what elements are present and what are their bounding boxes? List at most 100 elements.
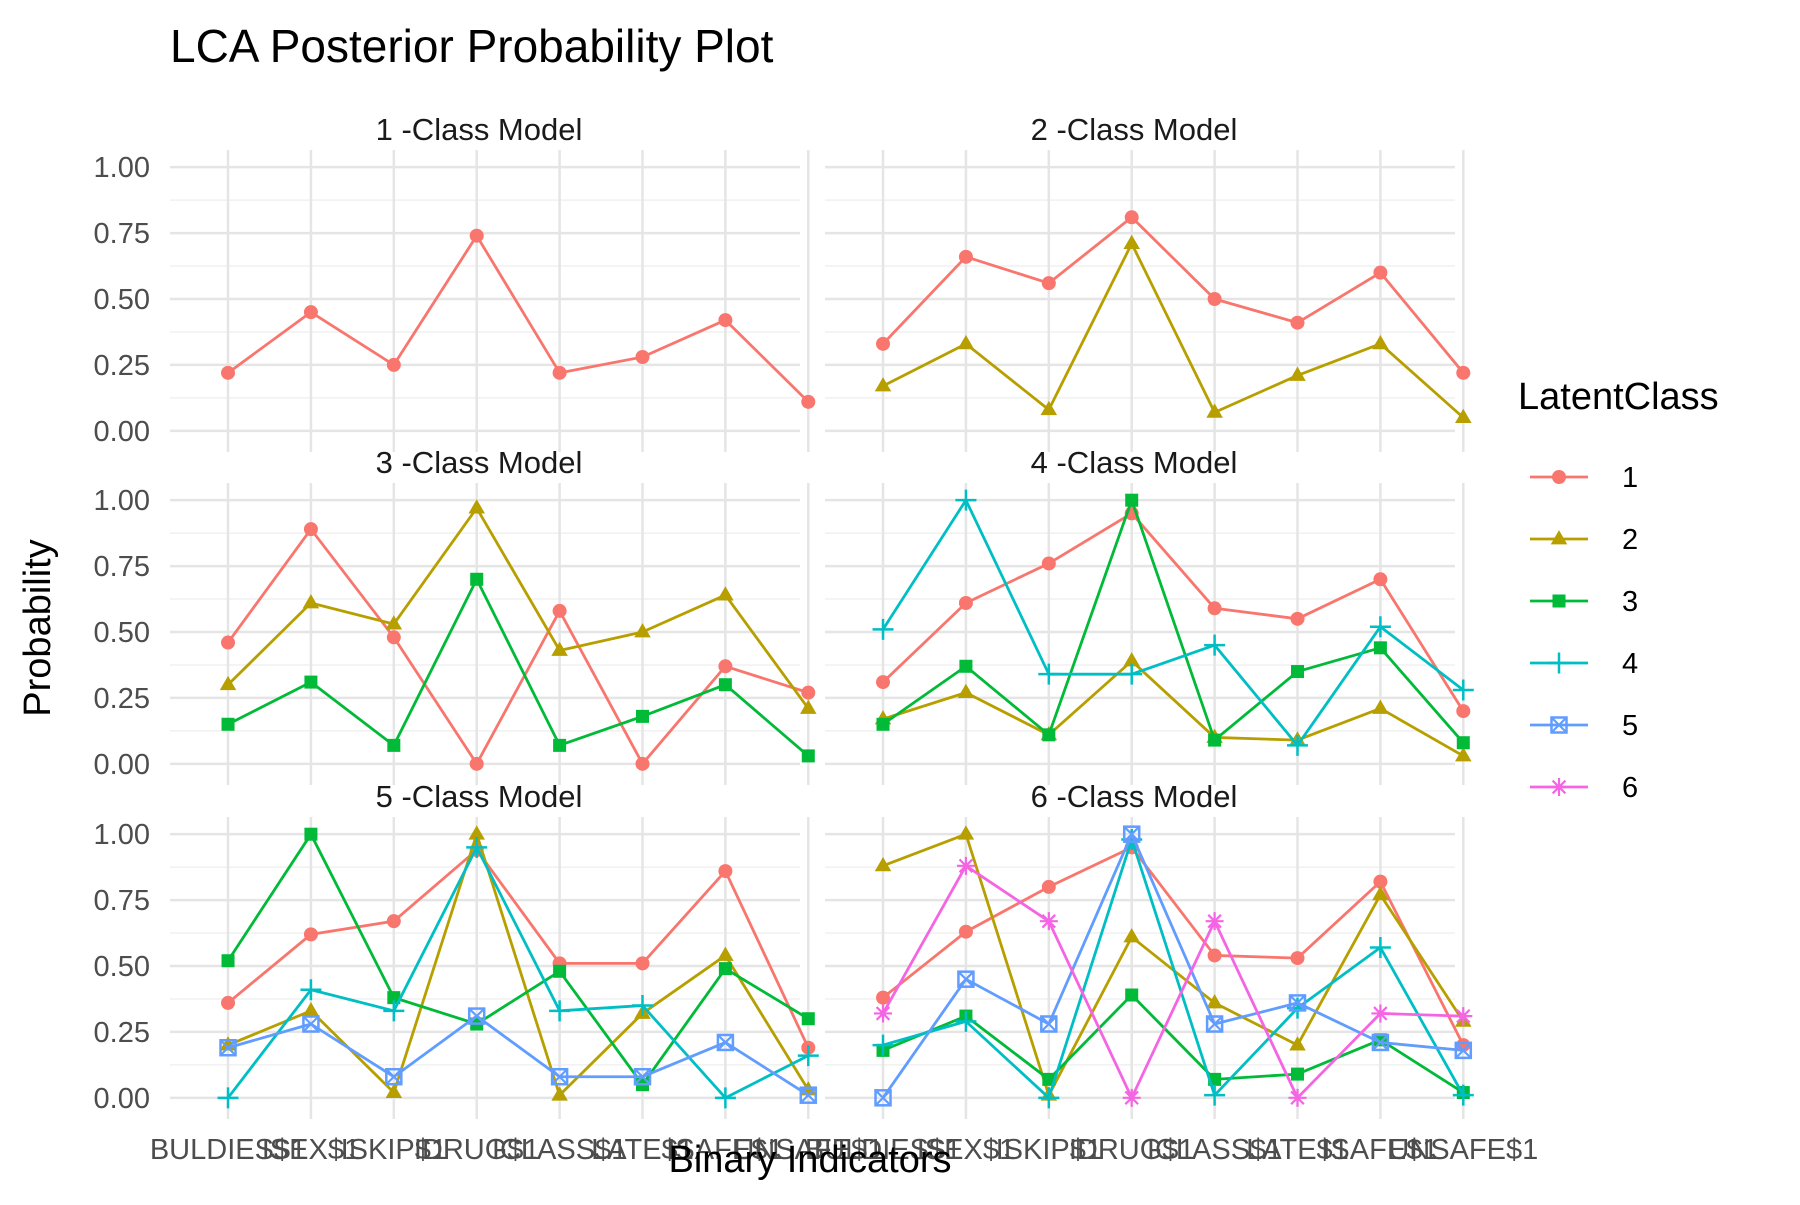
data-point	[1123, 928, 1140, 943]
data-point	[1042, 1072, 1056, 1086]
x-tick-label: LATE$1	[591, 1134, 694, 1166]
x-tick-label: IDRUG$1	[414, 1134, 540, 1166]
legend: LatentClass 1 2 3 4 5 6	[1518, 376, 1719, 804]
x-tick-label: UNSAFE$1	[1388, 1134, 1538, 1166]
data-point	[1207, 601, 1222, 616]
legend-entry-2: 2	[1530, 524, 1638, 556]
data-point	[1456, 736, 1470, 750]
data-point	[874, 1004, 893, 1023]
data-point	[1369, 616, 1391, 638]
data-point	[1125, 493, 1139, 507]
data-point	[801, 749, 815, 763]
data-point	[717, 586, 734, 601]
data-point	[1372, 885, 1389, 901]
series-class-3	[221, 572, 815, 763]
data-point	[958, 924, 973, 939]
legend-entry-1: 1	[1530, 462, 1638, 494]
data-point	[716, 1033, 735, 1052]
data-point	[1456, 365, 1471, 380]
y-tick-label: 0.25	[94, 350, 150, 382]
data-point	[1371, 1004, 1390, 1023]
data-point	[221, 954, 235, 968]
panels-group: 1 -Class Model 0.00 0.25 0.50 0.75 1.00 2 -Cla…	[94, 112, 1539, 1166]
data-point	[1207, 948, 1222, 963]
series-class-2	[219, 825, 817, 1101]
data-point	[872, 618, 894, 640]
data-point	[553, 964, 567, 978]
y-tick-label: 0.25	[94, 683, 150, 715]
series-line	[227, 848, 810, 1049]
legend-key-marker	[1552, 470, 1566, 484]
data-point	[797, 1045, 819, 1067]
data-point	[1290, 951, 1305, 966]
data-point	[799, 1086, 818, 1104]
y-tick-label: 0.50	[94, 951, 150, 983]
x-tick-label: BULDIES$1	[150, 1134, 306, 1166]
data-point	[1289, 1036, 1306, 1051]
data-point	[718, 659, 733, 674]
data-point	[1288, 1088, 1307, 1107]
data-point	[466, 836, 488, 858]
data-point	[386, 630, 401, 645]
series-line	[227, 234, 810, 403]
y-tick-label: 0.75	[94, 551, 150, 583]
x-tick-label: ISEX$1	[262, 1134, 360, 1166]
data-point	[302, 1001, 320, 1017]
series-class-1	[221, 522, 816, 771]
x-tick-label: IDRUG$1	[1069, 1134, 1195, 1166]
series-class-2	[219, 499, 817, 714]
data-point	[387, 991, 401, 1005]
panel-title: 5 -Class Model	[376, 779, 583, 814]
data-point	[221, 365, 236, 380]
legend-label: 1	[1622, 462, 1638, 494]
legend-entry-3: 3	[1530, 586, 1638, 618]
data-point	[874, 1089, 892, 1107]
series-class-5	[874, 825, 1473, 1107]
data-point	[635, 956, 650, 971]
legend-entry-4: 4	[1530, 648, 1638, 680]
data-point	[1290, 611, 1305, 626]
data-point	[219, 675, 237, 691]
series-class-5	[219, 1007, 818, 1104]
series-line	[227, 577, 810, 757]
panel-title: 3 -Class Model	[376, 445, 583, 480]
data-point	[718, 313, 733, 328]
data-point	[1373, 265, 1388, 280]
data-point	[217, 1087, 239, 1109]
series-class-6	[874, 856, 1473, 1107]
data-point	[876, 717, 890, 731]
panel-title: 4 -Class Model	[1031, 445, 1238, 480]
data-point	[714, 1087, 736, 1109]
data-point	[634, 623, 651, 638]
legend-key-marker	[1548, 652, 1570, 674]
x-tick-label: ISKIP$1	[341, 1134, 447, 1166]
data-point	[468, 499, 485, 514]
panel-1: 1 -Class Model 0.00 0.25 0.50 0.75 1.00	[94, 112, 816, 452]
data-point	[955, 489, 977, 511]
series-line	[882, 659, 1464, 758]
data-point	[1122, 1088, 1141, 1107]
series-line	[881, 832, 1464, 1099]
data-point	[1040, 1015, 1058, 1033]
legend-label: 4	[1622, 648, 1638, 680]
y-tick-label: 0.00	[94, 749, 150, 781]
data-point	[1454, 1041, 1473, 1060]
series-line	[882, 511, 1465, 712]
data-point	[469, 756, 484, 771]
chart-title: LCA Posterior Probability Plot	[170, 20, 774, 72]
data-point	[470, 572, 484, 586]
data-point	[1039, 912, 1058, 931]
series-line	[226, 845, 809, 1100]
legend-key-marker	[1550, 716, 1568, 734]
data-point	[718, 678, 732, 692]
data-point	[468, 825, 485, 840]
series-class-3	[876, 493, 1470, 750]
x-tick-label: ISEX$1	[917, 1134, 1015, 1166]
data-point	[874, 856, 892, 872]
data-point	[1456, 704, 1471, 719]
series-line	[882, 838, 1465, 1100]
data-point	[957, 334, 975, 350]
data-point	[957, 970, 975, 988]
data-point	[876, 336, 891, 351]
data-point	[876, 675, 891, 690]
